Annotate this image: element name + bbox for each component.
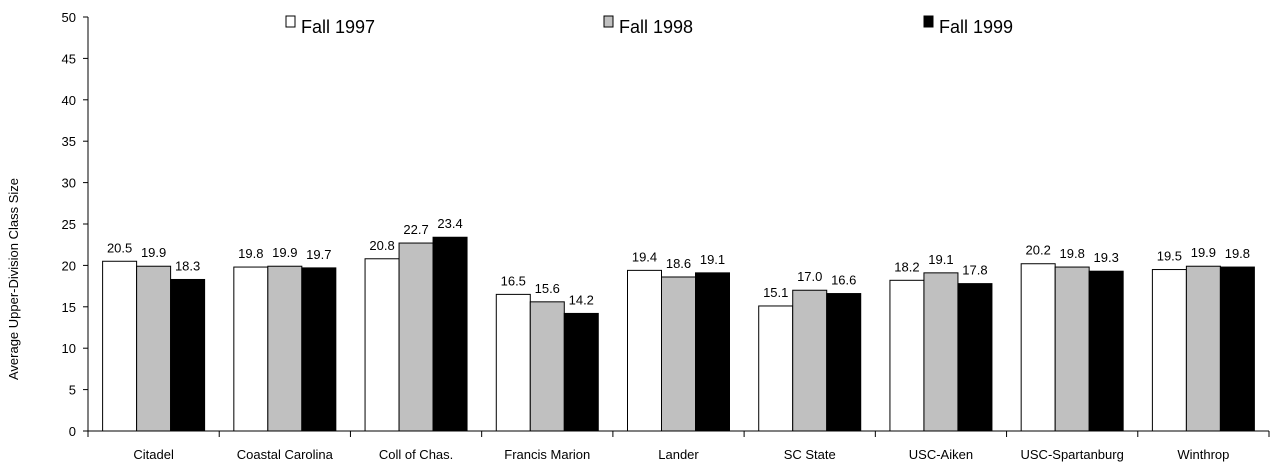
data-label: 18.3 (175, 258, 200, 273)
bar-fall-1997-lander (627, 269, 662, 432)
x-tick-label: Coastal Carolina (237, 447, 334, 462)
y-tick-label: 35 (62, 134, 76, 149)
bar-fall-1998-coll-of-chas (398, 242, 434, 432)
bar-fall-1999-coastal-carolina (301, 267, 337, 432)
x-tick-label: Coll of Chas. (379, 447, 453, 462)
data-label: 19.1 (700, 252, 725, 267)
legend-swatch-fall-1999 (923, 15, 934, 28)
x-tick-label: Winthrop (1177, 447, 1229, 462)
data-label: 19.9 (1191, 245, 1216, 260)
data-label: 17.8 (962, 263, 987, 278)
y-tick-label: 50 (62, 10, 76, 25)
data-label: 14.2 (569, 292, 594, 307)
bar-fall-1997-usc-aiken (889, 279, 925, 432)
bar-fall-1999-sc-state (826, 293, 862, 432)
y-tick-label: 0 (69, 424, 76, 439)
data-label: 15.6 (535, 281, 560, 296)
data-label: 18.2 (894, 259, 919, 274)
bar-fall-1999-winthrop (1219, 266, 1255, 432)
data-label: 19.1 (928, 252, 953, 267)
bar-fall-1998-sc-state (792, 289, 828, 432)
data-label: 19.8 (1225, 246, 1250, 261)
bar-fall-1998-winthrop (1185, 265, 1221, 432)
bar-fall-1997-sc-state (758, 305, 794, 432)
data-label: 19.9 (141, 245, 166, 260)
axes: 0 5 10 15 20 25 30 35 40 45 50 Citadel Coastal Carol… (62, 10, 1270, 462)
y-tick-label: 45 (62, 51, 76, 66)
legend-label-fall-1997: Fall 1997 (301, 17, 375, 37)
y-tick-label: 20 (62, 258, 76, 273)
x-tick-label: USC-Aiken (909, 447, 973, 462)
data-label: 20.2 (1026, 243, 1051, 258)
bar-fall-1999-coll-of-chas (432, 236, 468, 432)
y-tick-label: 30 (62, 176, 76, 191)
bars (102, 236, 1255, 432)
y-tick-label: 10 (62, 341, 76, 356)
bar-fall-1998-francis-marion (529, 301, 565, 432)
bar-fall-1999-citadel (170, 278, 206, 432)
x-tick-label: Francis Marion (504, 447, 590, 462)
bar-fall-1998-citadel (136, 265, 172, 432)
bar-fall-1998-lander (661, 276, 696, 432)
bar-fall-1999-lander (695, 272, 730, 432)
bar-fall-1998-coastal-carolina (267, 265, 303, 432)
y-tick-label: 40 (62, 93, 76, 108)
bar-fall-1997-francis-marion (495, 293, 531, 432)
data-label: 16.5 (501, 273, 526, 288)
y-tick-label: 25 (62, 217, 76, 232)
bar-fall-1997-winthrop (1151, 269, 1187, 432)
bar-fall-1997-coll-of-chas (364, 258, 400, 432)
x-tick-label: USC-Spartanburg (1021, 447, 1124, 462)
bar-fall-1997-citadel (102, 260, 138, 432)
x-tick-label: Lander (658, 447, 699, 462)
bar-fall-1997-coastal-carolina (233, 266, 269, 432)
data-label: 19.3 (1094, 250, 1119, 265)
data-label: 19.5 (1157, 249, 1182, 264)
bar-fall-1999-usc-spartanburg (1088, 270, 1124, 432)
data-label: 15.1 (763, 285, 788, 300)
bar-fall-1997-usc-spartanburg (1020, 263, 1056, 432)
y-tick-label: 5 (69, 383, 76, 398)
legend-label-fall-1998: Fall 1998 (619, 17, 693, 37)
bar-fall-1999-usc-aiken (957, 283, 993, 432)
legend: Fall 1997 Fall 1998 Fall 1999 (285, 15, 1013, 37)
legend-swatch-fall-1998 (603, 15, 614, 28)
legend-label-fall-1999: Fall 1999 (939, 17, 1013, 37)
data-label: 19.8 (238, 246, 263, 261)
data-label: 17.0 (797, 269, 822, 284)
data-label: 19.7 (306, 247, 331, 262)
data-label: 19.4 (632, 249, 657, 264)
bar-fall-1998-usc-aiken (923, 272, 959, 432)
x-tick-label: SC State (784, 447, 836, 462)
data-label: 22.7 (403, 222, 428, 237)
data-label: 20.5 (107, 240, 132, 255)
data-label: 19.9 (272, 245, 297, 260)
data-labels: 20.5 19.9 18.3 19.8 19.9 19.7 20.8 22.7 23.4 16.5… (107, 216, 1250, 307)
bar-fall-1999-francis-marion (563, 312, 599, 432)
x-tick-label: Citadel (133, 447, 174, 462)
data-label: 23.4 (437, 216, 462, 231)
legend-swatch-fall-1997 (285, 15, 296, 28)
data-label: 19.8 (1060, 246, 1085, 261)
data-label: 20.8 (369, 238, 394, 253)
data-label: 16.6 (831, 273, 856, 288)
data-label: 18.6 (666, 256, 691, 271)
y-tick-label: 15 (62, 300, 76, 315)
bar-fall-1998-usc-spartanburg (1054, 266, 1090, 432)
y-axis-label: Average Upper-Division Class Size (6, 178, 21, 380)
